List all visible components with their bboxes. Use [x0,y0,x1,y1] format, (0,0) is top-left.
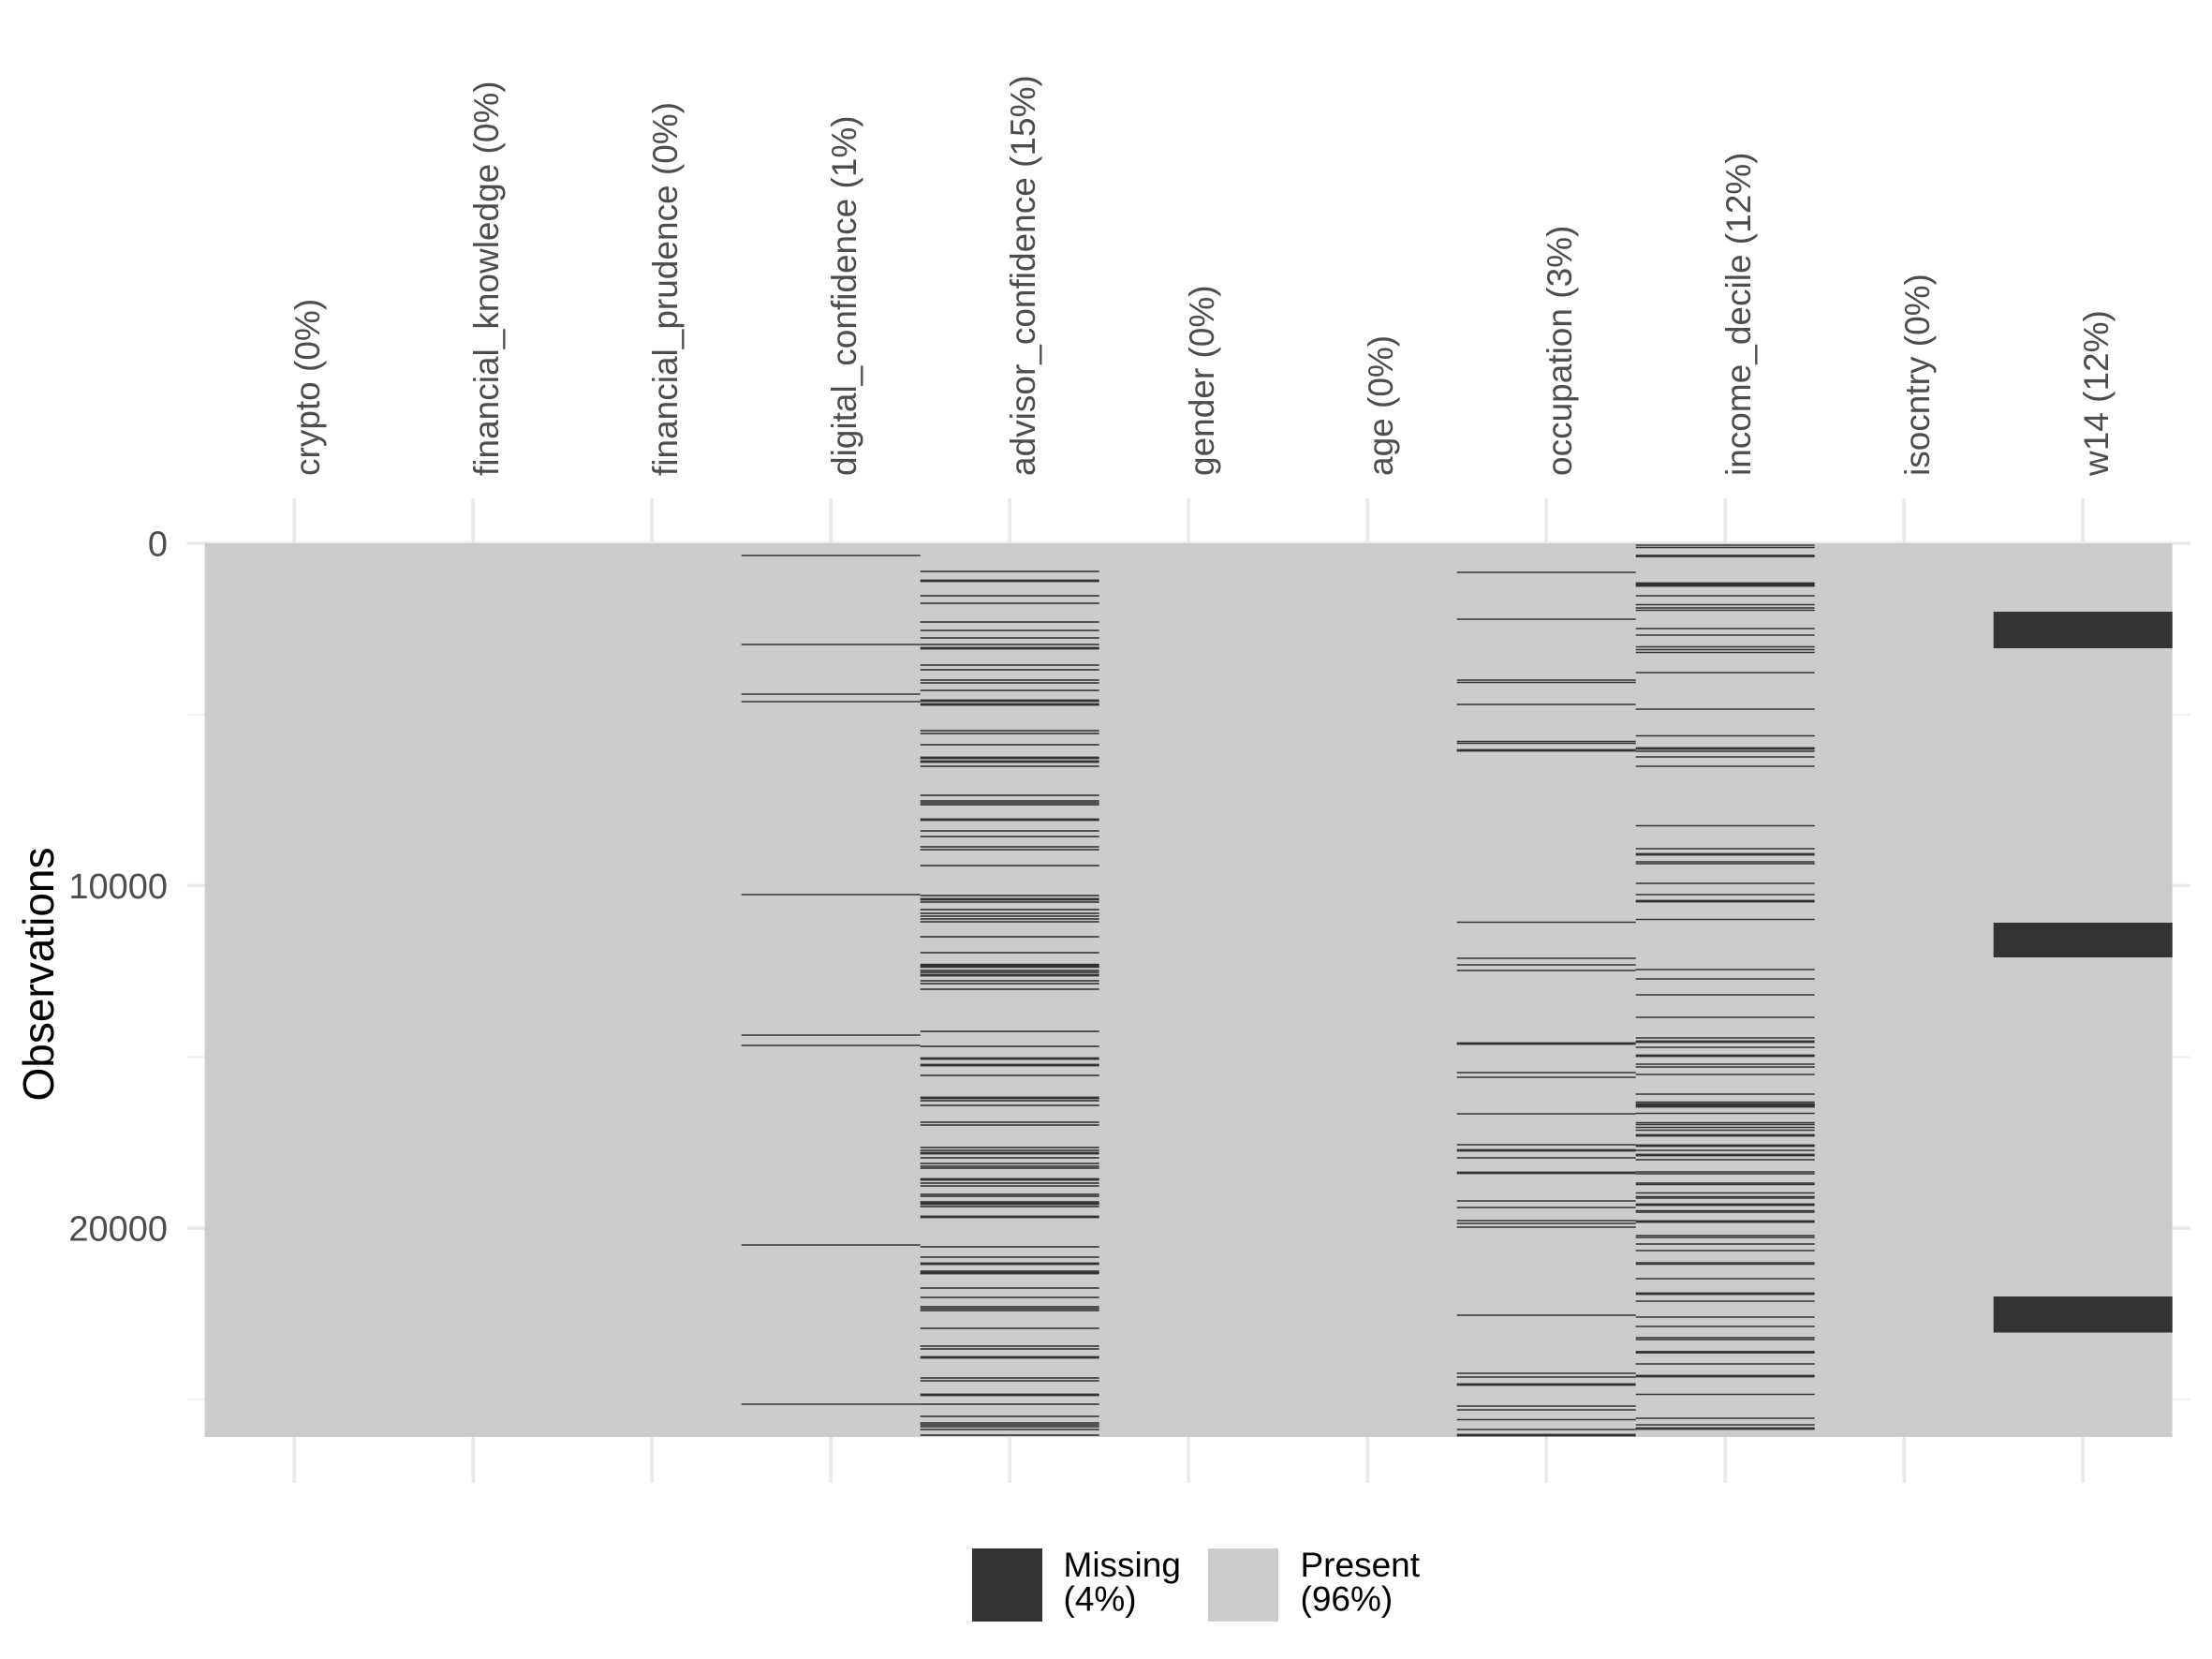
svg-text:occupation (3%): occupation (3%) [1541,226,1579,476]
svg-text:financial_knowledge (0%): financial_knowledge (0%) [467,81,506,476]
svg-text:financial_prudence (0%): financial_prudence (0%) [646,102,685,476]
svg-text:advisor_confidence (15%): advisor_confidence (15%) [1004,75,1042,476]
svg-text:(4%): (4%) [1064,1580,1137,1619]
svg-text:(96%): (96%) [1301,1580,1394,1619]
svg-text:crypto (0%): crypto (0%) [288,299,327,476]
svg-text:Observations: Observations [14,847,63,1101]
svg-text:20000: 20000 [68,1210,168,1250]
svg-text:age (0%): age (0%) [1362,335,1400,476]
svg-text:income_decile (12%): income_decile (12%) [1719,152,1758,476]
svg-text:Missing: Missing [1064,1546,1181,1584]
svg-text:0: 0 [148,526,168,565]
svg-text:gender (0%): gender (0%) [1183,285,1221,476]
svg-text:isocntry (0%): isocntry (0%) [1898,274,1937,476]
svg-text:Present: Present [1301,1546,1421,1584]
svg-text:10000: 10000 [68,867,168,907]
svg-text:w14 (12%): w14 (12%) [2077,310,2116,477]
svg-text:digital_confidence (1%): digital_confidence (1%) [825,115,863,476]
